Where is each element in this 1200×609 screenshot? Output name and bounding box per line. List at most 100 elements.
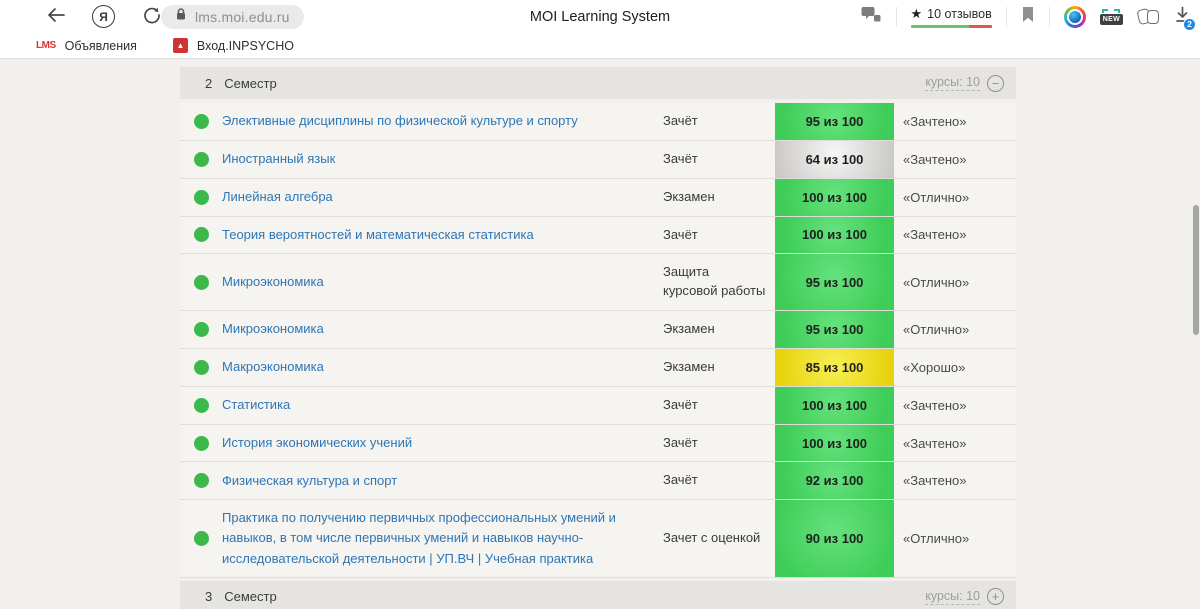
score-badge: 100 из 100: [775, 216, 894, 254]
assessment-type: Экзамен: [663, 188, 715, 204]
star-icon: ★: [910, 5, 923, 21]
rating-bar-negative: [969, 24, 992, 28]
semester-number: 3: [205, 589, 213, 605]
page-content: 2 Семестр курсы: 10 − Элективные дисципл…: [0, 59, 1200, 609]
course-status-dot: [193, 151, 209, 167]
score-badge: 100 из 100: [775, 178, 894, 216]
refresh-button[interactable]: [143, 6, 161, 27]
rating-bar-positive: [910, 24, 970, 28]
bookmark-item-inpsycho[interactable]: ▲ Вход.INPSYCHO: [172, 38, 294, 53]
yandex-logo-icon[interactable]: Я: [92, 5, 115, 28]
grade-row: Практика по получению первичных професси…: [180, 500, 1016, 578]
score-badge: 90 из 100: [775, 500, 894, 577]
grade-text: «Хорошо»: [903, 359, 966, 375]
assessment-type: Зачёт: [663, 434, 698, 450]
nav-controls: Я lms.moi.edu.ru: [0, 4, 304, 29]
divider: [1005, 6, 1007, 27]
course-link[interactable]: Макроэкономика: [222, 359, 324, 375]
extension-browser-icon[interactable]: [1063, 5, 1086, 28]
url-text: lms.moi.edu.ru: [195, 8, 290, 25]
course-link[interactable]: Элективные дисциплины по физической куль…: [222, 113, 578, 129]
grade-row: Микроэкономика Защита курсовой работы 95…: [180, 254, 1016, 312]
score-badge: 92 из 100: [775, 462, 894, 500]
course-link[interactable]: Физическая культура и спорт: [222, 472, 398, 488]
collapse-semester-button[interactable]: −: [987, 74, 1004, 92]
grade-row: Статистика Зачёт 100 из 100 «Зачтено»: [180, 386, 1016, 425]
score-badge: 64 из 100: [775, 140, 894, 178]
course-status-dot: [193, 113, 209, 129]
grade-row: Элективные дисциплины по физической куль…: [180, 103, 1016, 141]
score-badge: 95 из 100: [775, 311, 894, 348]
score-badge: 100 из 100: [775, 386, 894, 424]
grade-text: «Зачтено»: [903, 113, 967, 129]
collections-icon[interactable]: [1136, 7, 1160, 26]
course-link[interactable]: Линейная алгебра: [222, 189, 333, 205]
inpsycho-favicon: ▲: [172, 38, 188, 53]
new-badge: NEW: [1099, 13, 1123, 25]
courses-count-link[interactable]: курсы: 10: [925, 75, 980, 91]
page-title: MOI Learning System: [529, 8, 671, 25]
divider: [1048, 6, 1050, 27]
grade-text: «Отлично»: [903, 274, 970, 290]
address-bar[interactable]: lms.moi.edu.ru: [161, 4, 304, 29]
score-badge: 95 из 100: [775, 254, 894, 311]
vertical-scrollbar-thumb[interactable]: [1193, 205, 1199, 335]
grade-text: «Зачтено»: [903, 397, 967, 413]
grade-text: «Отлично»: [903, 189, 970, 205]
grade-row: Иностранный язык Зачёт 64 из 100 «Зачтен…: [180, 140, 1016, 179]
assessment-type: Зачет с оценкой: [663, 530, 761, 546]
reviews-rating-bar: [910, 24, 992, 28]
downloads-button[interactable]: 2: [1174, 6, 1196, 31]
score-badge: 95 из 100: [775, 103, 894, 140]
course-status-dot: [193, 473, 209, 489]
grade-text: «Отлично»: [903, 321, 970, 337]
grade-text: «Зачтено»: [903, 227, 967, 243]
course-link[interactable]: История экономических учений: [222, 434, 413, 450]
grade-row: Физическая культура и спорт Зачёт 92 из …: [180, 462, 1016, 501]
chat-feedback-icon[interactable]: [861, 5, 882, 29]
gradebook-table: 2 Семестр курсы: 10 − Элективные дисципл…: [180, 67, 1016, 609]
course-status-dot: [193, 530, 209, 546]
lock-icon: [175, 7, 187, 26]
bookmark-item-lms[interactable]: LMS Объявления: [36, 39, 137, 53]
bookmark-label: Объявления: [64, 38, 137, 53]
bookmark-label: Вход.INPSYCHO: [196, 38, 294, 53]
course-link[interactable]: Иностранный язык: [222, 151, 336, 167]
course-link[interactable]: Микроэкономика: [222, 321, 324, 337]
refresh-icon: [143, 6, 161, 27]
semester-2-header: 2 Семестр курсы: 10 −: [180, 67, 1016, 99]
back-arrow-icon: [46, 7, 66, 26]
course-link[interactable]: Теория вероятностей и математическая ста…: [222, 226, 534, 242]
expand-semester-button[interactable]: +: [987, 588, 1004, 606]
course-status-dot: [193, 274, 209, 290]
course-status-dot: [193, 321, 209, 337]
course-status-dot: [193, 435, 209, 451]
semester-title: Семестр: [224, 75, 277, 91]
assessment-type: Зачёт: [663, 150, 698, 166]
assessment-type: Зачёт: [663, 472, 698, 488]
bookmarks-bar: LMS Объявления ▲ Вход.INPSYCHO: [0, 33, 1200, 59]
course-link[interactable]: Статистика: [222, 397, 291, 413]
course-status-dot: [193, 359, 209, 375]
site-reviews-button[interactable]: ★ 10 отзывов: [910, 5, 992, 28]
semester-title: Семестр: [224, 589, 277, 605]
grade-text: «Отлично»: [903, 530, 970, 546]
browser-toolbar: MOI Learning System Я lms.moi.edu.ru ★: [0, 0, 1200, 33]
assessment-type: Зачёт: [663, 396, 698, 412]
course-status-dot: [193, 227, 209, 243]
course-status-dot: [193, 397, 209, 413]
grade-text: «Зачтено»: [903, 151, 967, 167]
grade-row: Линейная алгебра Экзамен 100 из 100 «Отл…: [180, 178, 1016, 217]
divider: [895, 6, 897, 27]
course-link[interactable]: Микроэкономика: [222, 274, 324, 290]
score-badge: 85 из 100: [775, 348, 894, 386]
course-link[interactable]: Практика по получению первичных професси…: [222, 510, 616, 566]
back-button[interactable]: [46, 7, 66, 26]
bookmark-icon[interactable]: [1021, 6, 1035, 28]
score-badge: 100 из 100: [775, 424, 894, 462]
grade-text: «Зачтено»: [903, 473, 967, 489]
courses-count-link[interactable]: курсы: 10: [925, 588, 980, 605]
toolbar-right-controls: ★ 10 отзывов NEW 2: [861, 5, 1200, 31]
new-extension-icon[interactable]: NEW: [1099, 8, 1123, 25]
grade-row: Макроэкономика Экзамен 85 из 100 «Хорошо…: [180, 348, 1016, 387]
